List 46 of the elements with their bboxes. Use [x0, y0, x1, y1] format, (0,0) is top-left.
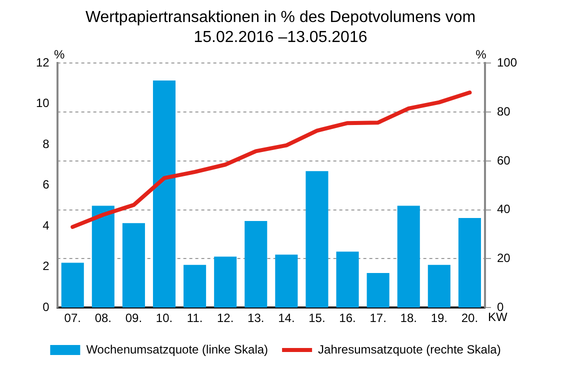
bar [428, 264, 450, 308]
x-tick-label: 18. [400, 311, 417, 326]
y2-tick-label: 60 [496, 153, 511, 168]
x-tick-label: 13. [248, 311, 264, 326]
y-tick-label: 10 [36, 96, 50, 110]
y-tick-label: 12 [36, 56, 50, 70]
y-axis-title: % [54, 48, 66, 62]
y2-tick-label: 0 [496, 300, 504, 314]
bar [397, 206, 420, 308]
bar [122, 223, 145, 308]
bar [244, 221, 268, 308]
x-tick-label: 11. [186, 311, 203, 326]
bar [61, 262, 84, 308]
bar [458, 218, 481, 308]
chart-title: Wertpapiertransaktionen in % des Depotvolumens vom 15.02.2016 –13.05.2016 [84, 8, 477, 48]
bar [152, 80, 176, 308]
y2-tick-label: 100 [496, 56, 518, 70]
x-tick-label: 19. [430, 311, 448, 326]
legend-label: Wochenumsatzquote (linke Skala) [86, 342, 268, 356]
y-tick-label: 8 [42, 136, 50, 151]
bar [184, 264, 206, 308]
x-tick-label: 15. [308, 311, 326, 326]
y2-tick-label: 20 [496, 251, 511, 266]
x-tick-label: 08. [94, 311, 112, 326]
bar [366, 272, 390, 308]
x-tick-label: 07. [64, 311, 81, 326]
x-tick-label: 17. [370, 311, 386, 326]
y-tick-label: 2 [42, 259, 50, 274]
y2-tick-label: 80 [496, 104, 511, 118]
bar [214, 256, 237, 308]
y2-axis-title: % [476, 48, 487, 62]
x-tick-label: 16. [339, 311, 356, 326]
bar [275, 254, 298, 308]
x-tick-label: 12. [217, 311, 234, 326]
x-tick-label: 09. [125, 311, 142, 326]
y-tick-label: 4 [42, 218, 50, 232]
y-tick-label: 6 [42, 178, 50, 192]
y2-tick-label: 40 [496, 202, 511, 216]
x-tick-label: 20. [461, 311, 478, 326]
bar [336, 252, 359, 308]
y-tick-label: 0 [42, 300, 50, 314]
bar [92, 206, 114, 308]
legend-label: Jahresumsatzquote (rechte Skala) [318, 342, 501, 356]
x-tick-label: 14. [278, 311, 295, 326]
bar [306, 171, 328, 308]
x-tick-label: 10. [156, 311, 173, 326]
